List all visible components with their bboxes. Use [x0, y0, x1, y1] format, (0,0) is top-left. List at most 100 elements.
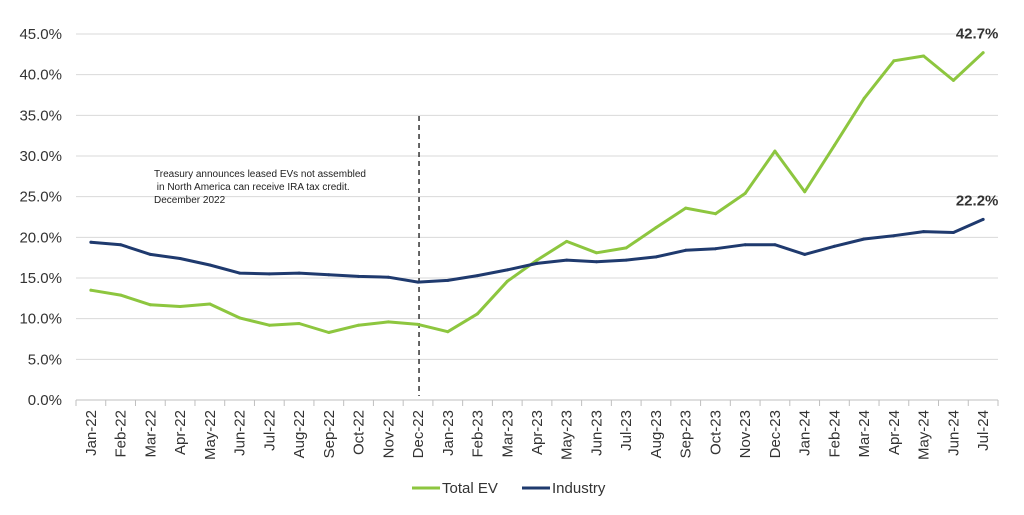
x-tick-label: Nov-23 [737, 410, 754, 458]
annotation-line-2: in North America can receive IRA tax cre… [154, 182, 350, 193]
data-point-industry [951, 231, 955, 234]
data-point-total-ev [267, 323, 271, 327]
x-tick-label: Jan-24 [797, 410, 814, 456]
data-point-total-ev [327, 331, 331, 334]
data-point-total-ev [476, 312, 479, 316]
data-point-industry [892, 234, 896, 238]
y-tick-label: 30.0% [19, 148, 62, 165]
legend: Total EV Industry [412, 480, 606, 497]
data-point-total-ev [297, 322, 301, 325]
data-point-total-ev [832, 143, 836, 147]
x-tick-label: Mar-24 [856, 410, 873, 458]
x-tick-label: Feb-23 [470, 410, 487, 458]
x-tick-label: Jul-24 [975, 410, 992, 451]
legend-label-total-ev: Total EV [442, 480, 498, 497]
y-tick-label: 5.0% [28, 351, 62, 368]
x-tick-label: Jun-24 [945, 410, 962, 456]
y-tick-label: 45.0% [19, 26, 62, 43]
x-tick-label: Dec-22 [410, 410, 427, 458]
y-tick-label: 10.0% [19, 311, 62, 328]
data-point-industry [505, 268, 509, 272]
data-point-total-ev [416, 322, 420, 326]
x-tick-label: May-24 [916, 410, 933, 460]
x-tick-label: May-22 [202, 410, 219, 460]
x-tick-label: Jul-22 [261, 410, 278, 451]
gridlines [76, 33, 998, 360]
series-line-industry [89, 217, 985, 284]
data-point-industry [773, 243, 777, 247]
data-point-total-ev [178, 305, 182, 308]
x-tick-label: Mar-23 [499, 410, 516, 458]
data-point-industry [327, 273, 331, 277]
data-point-industry [297, 271, 301, 275]
annotation-text: Treasury announces leased EVs not assemb… [154, 169, 369, 206]
data-point-industry [386, 275, 390, 279]
x-tick-label: Feb-24 [826, 410, 843, 458]
data-point-total-ev [773, 149, 777, 153]
data-point-total-ev [624, 246, 628, 250]
data-point-total-ev [357, 323, 360, 327]
x-tick-label: Mar-22 [142, 410, 159, 458]
industry-end-label: 22.2% [956, 192, 999, 209]
y-tick-label: 25.0% [19, 189, 62, 206]
data-point-industry [743, 243, 747, 247]
x-tick-label: Aug-23 [648, 410, 665, 458]
x-tick-label: Jan-23 [440, 410, 457, 456]
x-tick-label: May-23 [559, 410, 576, 460]
y-tick-label: 20.0% [19, 229, 62, 246]
data-point-total-ev [803, 190, 807, 194]
x-tick-label: Jul-23 [618, 410, 635, 451]
data-point-industry [148, 252, 152, 256]
x-tick-label: Oct-22 [351, 410, 368, 455]
x-tick-label: Apr-24 [886, 410, 903, 455]
y-tick-label: 15.0% [19, 270, 62, 287]
y-tick-label: 40.0% [19, 67, 62, 84]
data-point-total-ev [951, 78, 955, 82]
data-point-total-ev [981, 51, 985, 55]
data-point-industry [654, 255, 658, 259]
data-point-total-ev [714, 212, 717, 216]
data-point-industry [208, 263, 212, 267]
data-point-industry [238, 271, 242, 275]
x-tick-label: Jun-23 [588, 410, 605, 456]
annotation-line-3: December 2022 [154, 195, 226, 206]
data-point-industry [832, 244, 836, 248]
data-point-total-ev [922, 54, 926, 58]
data-point-industry [535, 261, 539, 265]
data-point-total-ev [684, 206, 688, 210]
x-tick-label: Sep-23 [678, 410, 695, 458]
data-point-industry [178, 257, 182, 260]
data-point-total-ev [238, 316, 242, 320]
data-point-total-ev [743, 191, 747, 195]
y-axis-ticks: 0.0% 5.0% 10.0% 15.0% 20.0% 25.0% 30.0% 35.0% 40… [19, 26, 62, 409]
x-tick-label: Oct-23 [707, 410, 724, 455]
data-point-total-ev [505, 279, 509, 283]
data-point-industry [981, 217, 985, 221]
x-tick-label: Nov-22 [380, 410, 397, 458]
data-point-total-ev [386, 320, 390, 324]
data-point-industry [89, 240, 93, 244]
data-point-total-ev [535, 258, 539, 262]
x-tick-label: Apr-22 [172, 410, 189, 455]
x-tick-label: Jan-22 [83, 410, 100, 456]
x-axis-ticks: Jan-22 Feb-22 Mar-22 Apr-22 May-22 Jun-22 Jul-… [75, 400, 999, 460]
data-point-total-ev [89, 288, 93, 292]
data-point-total-ev [862, 96, 866, 100]
x-tick-label: Aug-22 [291, 410, 308, 458]
data-point-industry [624, 258, 628, 262]
data-point-total-ev [565, 239, 569, 243]
x-tick-label: Dec-23 [767, 410, 784, 458]
data-point-industry [684, 248, 688, 252]
total-ev-end-label: 42.7% [956, 26, 999, 43]
data-point-total-ev [892, 59, 896, 63]
x-tick-label: Sep-22 [321, 410, 338, 458]
annotation-line-1: Treasury announces leased EVs not assemb… [154, 169, 366, 180]
data-point-industry [595, 260, 598, 264]
data-point-industry [476, 274, 479, 278]
data-point-total-ev [148, 303, 152, 307]
data-point-total-ev [654, 226, 658, 230]
data-point-industry [267, 272, 271, 276]
series-lines [89, 51, 985, 334]
data-point-industry [357, 274, 360, 278]
